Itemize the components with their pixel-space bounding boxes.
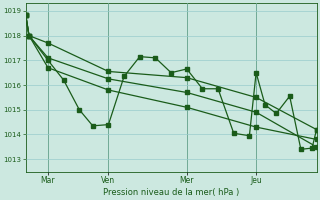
X-axis label: Pression niveau de la mer( hPa ): Pression niveau de la mer( hPa ) bbox=[103, 188, 239, 197]
